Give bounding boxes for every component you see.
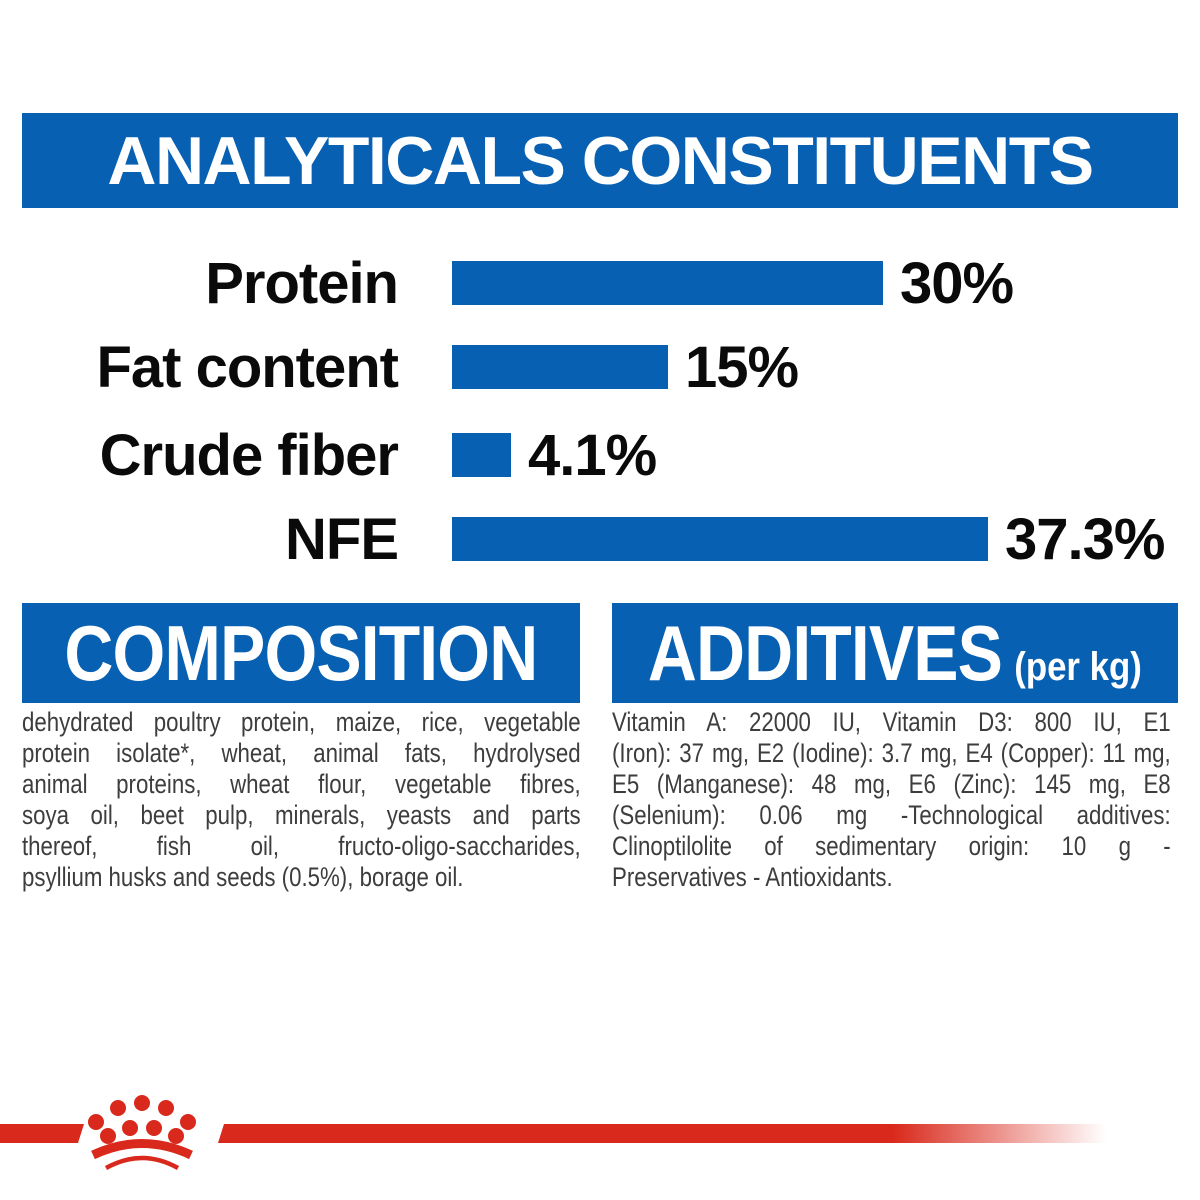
additives-section-header: ADDITIVES (per kg) bbox=[612, 603, 1178, 703]
chart-row: Crude fiber 4.1% bbox=[0, 422, 1200, 488]
text-line: protein isolate*, wheat, animal fats, hy… bbox=[22, 738, 581, 768]
additives-title-wrap: ADDITIVES (per kg) bbox=[648, 608, 1142, 699]
text-line: (Selenium): 0.06 mg -Technological addit… bbox=[612, 800, 1171, 830]
bar-label: NFE bbox=[285, 506, 399, 572]
bar-value: 4.1% bbox=[528, 422, 657, 488]
text-line: animal proteins, wheat flour, vegetable … bbox=[22, 769, 581, 799]
bar-value: 15% bbox=[685, 334, 799, 400]
bar-label: Crude fiber bbox=[99, 422, 399, 488]
text-line: Clinoptilolite of sedimentary origin: 10… bbox=[612, 831, 1171, 861]
chart-row: Fat content 15% bbox=[0, 334, 1200, 400]
additives-unit-label: (per kg) bbox=[1014, 644, 1142, 689]
bar-value: 37.3% bbox=[1005, 506, 1165, 572]
text-line: soya oil, beet pulp, minerals, yeasts an… bbox=[22, 800, 581, 830]
text-line: psyllium husks and seeds (0.5%), borage … bbox=[22, 862, 464, 892]
text-line: Preservatives - Antioxidants. bbox=[612, 862, 893, 892]
analyticals-header-bar: ANALYTICALS CONSTITUENTS bbox=[22, 113, 1178, 208]
bar bbox=[452, 261, 883, 305]
bar-value: 30% bbox=[900, 250, 1014, 316]
text-line: (Iron): 37 mg, E2 (Iodine): 3.7 mg, E4 (… bbox=[612, 738, 1171, 768]
bar bbox=[452, 517, 988, 561]
text-line: dehydrated poultry protein, maize, rice,… bbox=[22, 707, 581, 737]
royal-canin-crown-icon bbox=[88, 1095, 196, 1170]
additives-text: Vitamin A: 22000 IU, Vitamin D3: 800 IU,… bbox=[612, 707, 1171, 893]
bar bbox=[452, 345, 668, 389]
chart-row: NFE 37.3% bbox=[0, 506, 1200, 572]
composition-section-header: COMPOSITION bbox=[22, 603, 580, 703]
additives-title: ADDITIVES bbox=[648, 608, 1003, 697]
footer-red-band-right bbox=[218, 1124, 1106, 1143]
composition-text: dehydrated poultry protein, maize, rice,… bbox=[22, 707, 581, 893]
analytical-constituents-chart: Protein 30% Fat content 15% Crude fiber 4.1% N… bbox=[0, 250, 1200, 572]
bar-label: Protein bbox=[205, 250, 399, 316]
text-line: thereof, fish oil, fructo-oligo-sacchari… bbox=[22, 831, 581, 861]
bar bbox=[452, 433, 511, 477]
text-line: Vitamin A: 22000 IU, Vitamin D3: 800 IU,… bbox=[612, 707, 1171, 737]
footer-red-band-left bbox=[0, 1124, 84, 1143]
chart-row: Protein 30% bbox=[0, 250, 1200, 316]
composition-title: COMPOSITION bbox=[64, 608, 538, 697]
analyticals-title: ANALYTICALS CONSTITUENTS bbox=[107, 122, 1094, 199]
bar-label: Fat content bbox=[96, 334, 399, 400]
composition-title-wrap: COMPOSITION bbox=[64, 608, 538, 699]
text-line: E5 (Manganese): 48 mg, E6 (Zinc): 145 mg… bbox=[612, 769, 1171, 799]
